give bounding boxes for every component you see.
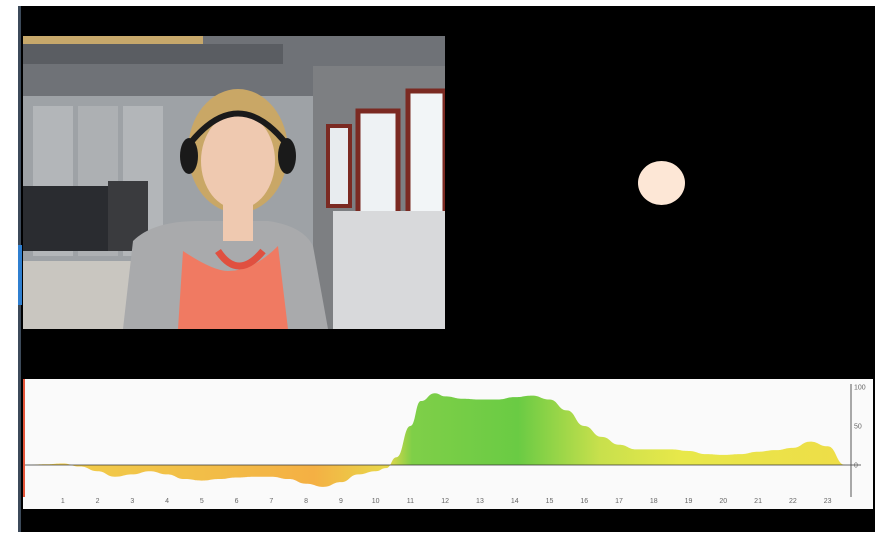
x-tick-label: 19: [685, 498, 693, 505]
face: [201, 113, 275, 209]
webcam-video[interactable]: [23, 36, 445, 329]
window: [355, 108, 401, 224]
x-tick-label: 7: [269, 498, 273, 505]
necklace: [215, 248, 266, 270]
ceiling-light: [23, 36, 203, 44]
x-tick-label: 23: [824, 498, 832, 505]
playhead[interactable]: [23, 379, 25, 497]
headphone-left: [180, 138, 198, 174]
emotion-area: [28, 393, 845, 487]
headphones-band: [185, 110, 291, 148]
headphone-right: [278, 138, 296, 174]
ceiling-beam: [23, 44, 283, 64]
shirt: [178, 246, 288, 329]
x-tick-label: 8: [304, 498, 308, 505]
webcam-scene: [23, 36, 445, 329]
x-tick-label: 16: [580, 498, 588, 505]
monitor: [23, 186, 108, 251]
x-tick-label: 3: [130, 498, 134, 505]
x-tick-label: 13: [476, 498, 484, 505]
y-tick-label: 0: [854, 463, 858, 470]
x-tick-label: 20: [719, 498, 727, 505]
x-tick-label: 15: [546, 498, 554, 505]
x-tick-label: 18: [650, 498, 658, 505]
x-tick-label: 21: [754, 498, 762, 505]
y-tick-label: 100: [854, 385, 866, 392]
x-tick-label: 12: [441, 498, 449, 505]
x-tick-label: 10: [372, 498, 380, 505]
x-tick-label: 9: [339, 498, 343, 505]
x-tick-label: 17: [615, 498, 623, 505]
x-tick-label: 6: [235, 498, 239, 505]
radiator: [333, 211, 445, 329]
x-tick-label: 5: [200, 498, 204, 505]
left-edge-handle[interactable]: [18, 245, 22, 305]
x-tick-label: 14: [511, 498, 519, 505]
neck: [223, 201, 253, 241]
window: [326, 124, 352, 208]
x-tick-label: 11: [407, 498, 414, 505]
x-tick-label: 22: [789, 498, 797, 505]
emotion-timeline-chart[interactable]: 100 50 0 1 2 3 4 5 6 7 8 9 10 11 12 13 14 15 16 17 18 19 20 21 2…: [23, 379, 873, 509]
y-tick-label: 50: [854, 424, 862, 431]
stimulus-dot: [638, 161, 685, 205]
desk: [23, 261, 133, 329]
x-tick-label: 1: [61, 498, 65, 505]
x-tick-label: 2: [96, 498, 100, 505]
x-tick-label: 4: [165, 498, 169, 505]
window: [405, 88, 445, 234]
